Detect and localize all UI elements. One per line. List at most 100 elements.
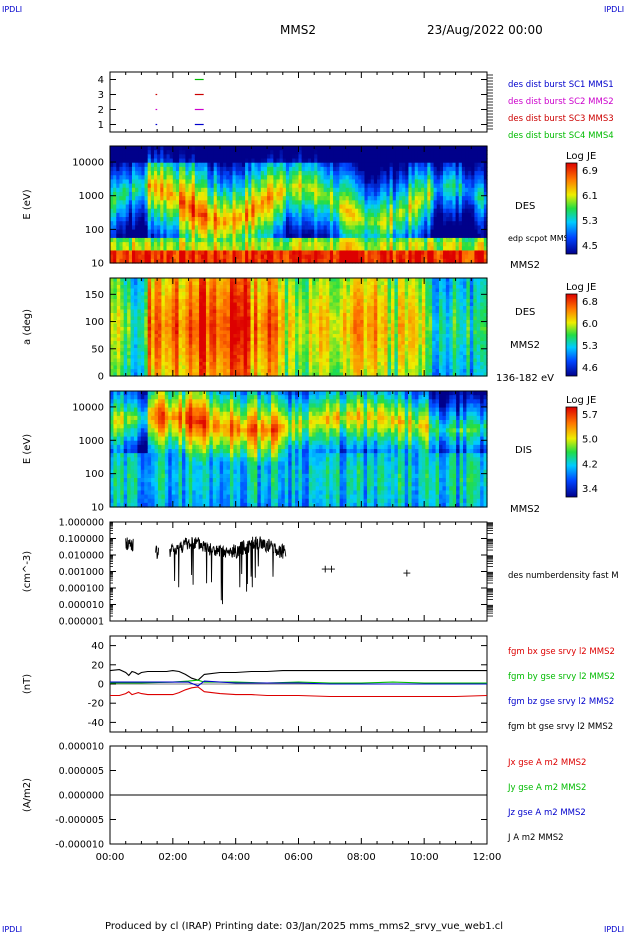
des-energy-cell bbox=[361, 225, 366, 231]
des-energy-cell bbox=[131, 187, 136, 193]
des-energy-cell bbox=[439, 258, 444, 264]
des-energy-cell bbox=[147, 225, 152, 231]
des-energy-cell bbox=[417, 183, 422, 189]
des-energy-cell bbox=[248, 229, 252, 235]
des-energy-cell bbox=[361, 208, 366, 214]
des-energy-cell bbox=[125, 225, 130, 231]
des-energy-cell bbox=[317, 254, 322, 260]
des-energy-cell bbox=[213, 183, 218, 189]
des-energy-cell bbox=[204, 191, 208, 197]
des-energy-cell bbox=[477, 187, 482, 193]
des-pitch-cell bbox=[116, 334, 121, 339]
des-energy-cell bbox=[232, 158, 237, 164]
des-pitch-cell bbox=[271, 323, 276, 328]
des-energy-cell bbox=[424, 171, 428, 176]
des-energy-cell bbox=[323, 258, 328, 264]
des-energy-cell bbox=[414, 200, 419, 206]
des-energy-cell bbox=[179, 179, 183, 185]
des-energy-cell bbox=[138, 221, 143, 226]
des-energy-cell bbox=[292, 225, 296, 231]
des-pitch-cell bbox=[175, 351, 180, 356]
des-energy-cell bbox=[392, 217, 397, 222]
des-energy-cell bbox=[128, 212, 133, 218]
des-energy-cell bbox=[289, 166, 293, 172]
des-pitch-cell bbox=[185, 288, 190, 293]
des-energy-cell bbox=[455, 158, 460, 164]
des-energy-cell bbox=[257, 237, 262, 243]
des-energy-cell bbox=[455, 258, 460, 264]
des-pitch-cell bbox=[127, 355, 132, 360]
des-energy-cell bbox=[392, 187, 397, 193]
des-pitch-cell bbox=[140, 330, 145, 335]
des-energy-cell bbox=[304, 146, 309, 151]
des-pitch-cell bbox=[157, 306, 163, 311]
des-pitch-cell bbox=[233, 337, 238, 342]
des-pitch-cell bbox=[264, 295, 269, 300]
des-energy-cell bbox=[430, 237, 435, 243]
des-energy-cell bbox=[153, 250, 158, 256]
des-pitch-cell bbox=[209, 334, 214, 339]
des-energy-cell bbox=[166, 225, 171, 231]
des-energy-cell bbox=[260, 200, 265, 206]
des-energy-cell bbox=[411, 196, 416, 201]
des-pitch-cell bbox=[195, 306, 200, 311]
des-energy-cell bbox=[204, 254, 208, 260]
des-energy-cell bbox=[395, 171, 400, 176]
des-pitch-cell bbox=[223, 285, 228, 290]
des-pitch-cell bbox=[185, 285, 190, 290]
des-energy-cell bbox=[295, 166, 300, 172]
des-energy-cell bbox=[282, 150, 287, 155]
des-energy-cell bbox=[219, 229, 224, 235]
des-energy-cell bbox=[260, 233, 265, 239]
des-pitch-cell bbox=[226, 285, 231, 290]
des-energy-cell bbox=[389, 246, 394, 252]
des-energy-cell bbox=[377, 183, 381, 189]
des-energy-cell bbox=[295, 171, 300, 176]
des-pitch-cell bbox=[264, 323, 269, 328]
des-pitch-cell bbox=[257, 327, 262, 332]
des-energy-cell bbox=[131, 175, 136, 181]
des-energy-cell bbox=[348, 233, 353, 239]
des-energy-cell bbox=[408, 200, 413, 206]
des-energy-cell bbox=[163, 229, 168, 235]
des-pitch-cell bbox=[284, 285, 289, 290]
des-energy-cell bbox=[285, 258, 290, 264]
des-energy-cell bbox=[446, 196, 450, 201]
des-pitch-cell bbox=[175, 316, 180, 321]
des-pitch-cell bbox=[116, 288, 121, 293]
des-energy-cell bbox=[430, 246, 435, 252]
des-pitch-cell bbox=[284, 320, 289, 325]
des-energy-cell bbox=[194, 175, 199, 181]
des-energy-cell bbox=[131, 208, 136, 214]
des-energy-cell bbox=[150, 246, 155, 252]
des-energy-cell bbox=[125, 166, 130, 172]
des-pitch-cell bbox=[226, 320, 231, 325]
des-pitch-cell bbox=[185, 337, 190, 342]
des-energy-cell bbox=[314, 225, 318, 231]
des-energy-cell bbox=[179, 221, 183, 226]
des-pitch-cell bbox=[161, 372, 166, 377]
des-energy-cell bbox=[194, 162, 199, 168]
des-energy-cell bbox=[295, 204, 300, 210]
des-energy-cell bbox=[150, 217, 155, 222]
des-energy-cell bbox=[399, 204, 403, 210]
des-energy-cell bbox=[468, 229, 472, 235]
des-energy-cell bbox=[279, 242, 284, 247]
des-energy-cell bbox=[392, 242, 397, 247]
des-energy-cell bbox=[298, 225, 303, 231]
des-pitch-cell bbox=[195, 369, 200, 374]
des-energy-cell bbox=[446, 154, 450, 160]
des-pitch-cell bbox=[284, 306, 289, 311]
des-energy-cell bbox=[417, 171, 422, 176]
des-energy-cell bbox=[367, 154, 372, 160]
des-energy-cell bbox=[311, 200, 315, 206]
des-energy-cell bbox=[474, 175, 479, 181]
des-energy-cell bbox=[245, 162, 249, 168]
des-energy-cell bbox=[113, 217, 117, 222]
des-energy-cell bbox=[235, 158, 240, 164]
des-energy-cell bbox=[323, 191, 328, 197]
des-energy-cell bbox=[370, 229, 375, 235]
des-energy-cell bbox=[267, 166, 271, 172]
des-energy-cell bbox=[345, 196, 350, 201]
des-energy-cell bbox=[361, 158, 366, 164]
